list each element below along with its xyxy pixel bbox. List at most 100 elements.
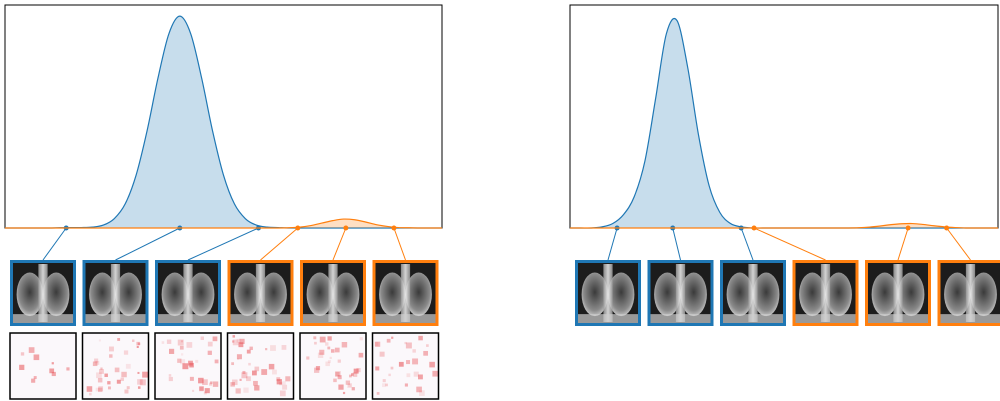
saliency-spot xyxy=(19,365,24,370)
saliency-spot xyxy=(423,351,428,356)
saliency-spot xyxy=(380,352,385,357)
saliency-spot xyxy=(426,344,429,347)
saliency-spot xyxy=(280,390,286,396)
saliency-spot xyxy=(232,340,234,342)
saliency-spot xyxy=(328,360,331,363)
saliency-spot xyxy=(252,371,257,376)
xray-spine xyxy=(401,264,410,322)
saliency-spot xyxy=(414,372,419,377)
connector xyxy=(116,228,180,260)
saliency-spot xyxy=(138,386,141,389)
connector xyxy=(673,228,681,260)
saliency-spot xyxy=(236,388,241,393)
saliency-spot xyxy=(412,358,418,364)
saliency-spot xyxy=(429,362,435,368)
saliency-spot xyxy=(314,342,317,345)
saliency-spot xyxy=(347,384,351,388)
saliency-spot xyxy=(335,371,341,377)
saliency-spot xyxy=(391,337,393,339)
saliency-spot xyxy=(169,377,173,381)
plot-frame xyxy=(570,5,998,228)
saliency-spot xyxy=(192,390,194,392)
saliency-spot xyxy=(137,346,139,348)
saliency-spot xyxy=(383,379,386,382)
xray-spine xyxy=(111,264,120,322)
saliency-spot xyxy=(338,359,341,362)
saliency-spot xyxy=(237,354,242,359)
saliency-spot xyxy=(126,364,131,369)
saliency-spot xyxy=(98,386,103,391)
saliency-spot xyxy=(95,361,99,365)
saliency-spot xyxy=(34,354,40,360)
connector xyxy=(43,228,66,260)
saliency-spot xyxy=(121,378,124,381)
saliency-spot xyxy=(142,372,148,378)
saliency-spot xyxy=(87,386,93,392)
saliency-spot xyxy=(209,383,212,386)
saliency-spot xyxy=(246,376,251,381)
saliency-spot xyxy=(198,378,204,384)
sample-dot xyxy=(391,226,396,231)
saliency-spot xyxy=(240,379,242,381)
saliency-spot xyxy=(169,374,172,377)
connector xyxy=(741,228,753,260)
saliency-spot xyxy=(418,336,422,340)
saliency-spot xyxy=(261,369,267,375)
sample-dot xyxy=(752,226,757,231)
density-chart xyxy=(570,5,1000,326)
saliency-spot xyxy=(109,354,112,357)
saliency-spot xyxy=(233,335,236,338)
saliency-spot xyxy=(285,376,290,381)
xray-spine xyxy=(256,264,265,322)
density-chart xyxy=(5,5,442,399)
saliency-spot xyxy=(208,351,212,355)
saliency-spot xyxy=(416,387,422,393)
saliency-spot xyxy=(313,336,316,339)
saliency-spot xyxy=(187,342,193,348)
xray-spine xyxy=(38,264,47,322)
saliency-spot xyxy=(325,342,328,345)
saliency-spot xyxy=(391,367,394,370)
saliency-spot xyxy=(96,372,102,378)
saliency-spot xyxy=(253,381,258,386)
saliency-spot xyxy=(272,370,277,375)
saliency-spot xyxy=(388,374,390,376)
connector xyxy=(898,228,908,260)
saliency-spot xyxy=(29,347,35,353)
saliency-spot xyxy=(343,392,345,394)
saliency-spot xyxy=(265,348,267,350)
saliency-spot xyxy=(306,356,309,359)
saliency-spot xyxy=(327,347,330,350)
saliency-spot xyxy=(270,345,276,351)
saliency-spot xyxy=(104,374,107,377)
saliency-spot xyxy=(167,340,171,344)
saliency-spot xyxy=(115,368,120,373)
saliency-spot xyxy=(137,372,139,374)
connector xyxy=(608,228,617,260)
saliency-spot xyxy=(181,353,183,355)
saliency-spot xyxy=(169,349,174,354)
sample-dot xyxy=(295,226,300,231)
xray-spine xyxy=(893,264,902,322)
saliency-spot xyxy=(382,383,386,387)
saliency-spot xyxy=(406,342,412,348)
saliency-spot xyxy=(177,359,181,363)
saliency-spot xyxy=(180,346,184,350)
saliency-spot xyxy=(335,348,340,353)
saliency-spot xyxy=(333,379,337,383)
saliency-spot xyxy=(377,392,380,395)
saliency-spot xyxy=(316,366,320,370)
sample-dot xyxy=(906,226,911,231)
saliency-spot xyxy=(249,347,252,350)
saliency-spot xyxy=(98,378,102,382)
saliency-spot xyxy=(231,362,234,365)
saliency-spot xyxy=(195,360,198,363)
saliency-spot xyxy=(320,337,326,343)
connector xyxy=(333,228,346,260)
saliency-spot xyxy=(132,340,134,342)
saliency-spot xyxy=(412,349,415,352)
saliency-spot xyxy=(124,389,128,393)
density-area xyxy=(5,16,442,228)
saliency-spot xyxy=(269,364,274,369)
saliency-spot xyxy=(232,380,237,385)
